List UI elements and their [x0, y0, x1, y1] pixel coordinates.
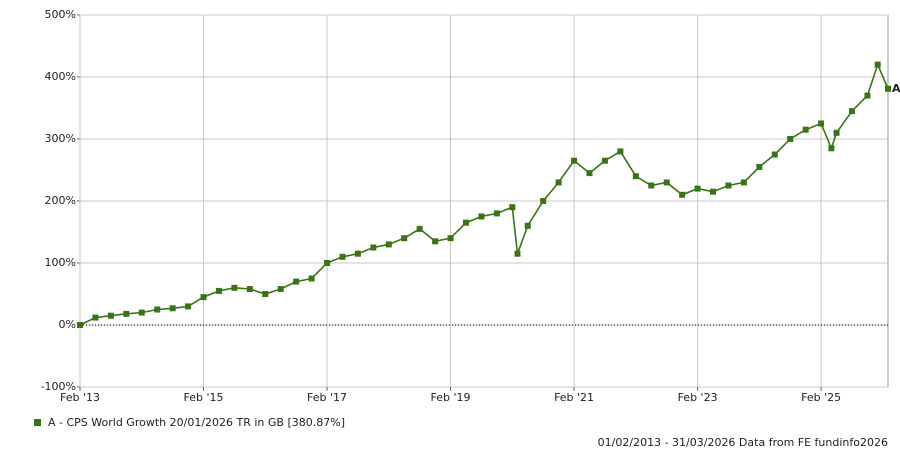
point-marker — [885, 85, 891, 92]
point-marker — [432, 238, 439, 245]
y-tick-label: 100% — [45, 256, 76, 269]
point-marker — [617, 148, 624, 155]
point-marker — [679, 191, 686, 198]
y-tick-label: -100% — [41, 380, 76, 393]
point-marker — [169, 305, 176, 312]
point-marker — [385, 241, 392, 248]
y-tick-label: 200% — [45, 194, 76, 207]
point-marker — [710, 188, 717, 195]
point-marker — [215, 287, 222, 294]
x-tick-label: Feb '13 — [60, 391, 100, 404]
point-marker — [586, 170, 593, 177]
point-marker — [828, 145, 835, 152]
point-marker — [231, 284, 238, 291]
point-marker — [740, 179, 747, 186]
point-marker — [200, 294, 207, 301]
point-marker — [864, 92, 871, 99]
point-marker — [540, 198, 547, 204]
point-marker — [123, 310, 130, 317]
point-marker — [694, 185, 701, 192]
point-marker — [632, 173, 639, 180]
point-marker — [771, 151, 778, 158]
x-tick-label: Feb '15 — [184, 391, 224, 404]
point-marker — [354, 250, 361, 257]
point-marker — [107, 312, 114, 319]
point-marker — [185, 303, 192, 310]
point-marker — [874, 61, 881, 68]
legend-swatch — [34, 419, 41, 426]
y-tick-label: 0% — [59, 318, 76, 331]
point-marker — [802, 126, 809, 133]
x-tick-label: Feb '23 — [678, 391, 718, 404]
point-marker — [138, 309, 145, 316]
point-marker — [339, 253, 346, 260]
point-marker — [725, 182, 732, 189]
x-tick-label: Feb '19 — [431, 391, 471, 404]
point-marker — [370, 244, 377, 251]
point-marker — [493, 210, 500, 217]
x-tick-label: Feb '25 — [801, 391, 841, 404]
x-tick-label: Feb '17 — [307, 391, 347, 404]
point-marker — [601, 157, 608, 164]
legend-label: A - CPS World Growth 20/01/2026 TR in GB… — [48, 416, 345, 429]
point-marker — [416, 225, 423, 232]
point-marker — [478, 213, 485, 220]
point-marker — [262, 291, 269, 297]
point-marker — [401, 235, 408, 242]
point-marker — [308, 275, 315, 282]
point-marker — [509, 204, 516, 211]
point-marker — [833, 129, 840, 136]
point-marker — [524, 222, 531, 229]
point-marker — [848, 108, 855, 115]
point-marker — [447, 235, 454, 242]
point-marker — [154, 306, 161, 313]
y-tick-label: 300% — [45, 132, 76, 145]
footer: 01/02/2013 - 31/03/2026 Data from FE fun… — [598, 436, 888, 449]
point-marker — [462, 219, 469, 226]
point-marker — [514, 250, 521, 257]
point-marker — [818, 120, 825, 127]
point-marker — [277, 286, 284, 293]
end-label: A — [892, 82, 900, 95]
point-marker — [92, 314, 99, 321]
point-marker — [663, 179, 670, 186]
point-marker — [571, 157, 578, 164]
point-marker — [787, 136, 794, 142]
y-tick-label: 500% — [45, 8, 76, 21]
point-marker — [246, 286, 253, 293]
point-marker — [293, 278, 300, 285]
point-marker — [648, 182, 655, 189]
y-tick-label: 400% — [45, 70, 76, 83]
x-tick-label: Feb '21 — [554, 391, 594, 404]
point-marker — [555, 179, 562, 186]
point-marker — [756, 163, 763, 170]
point-marker — [77, 322, 83, 328]
point-marker — [324, 260, 331, 266]
